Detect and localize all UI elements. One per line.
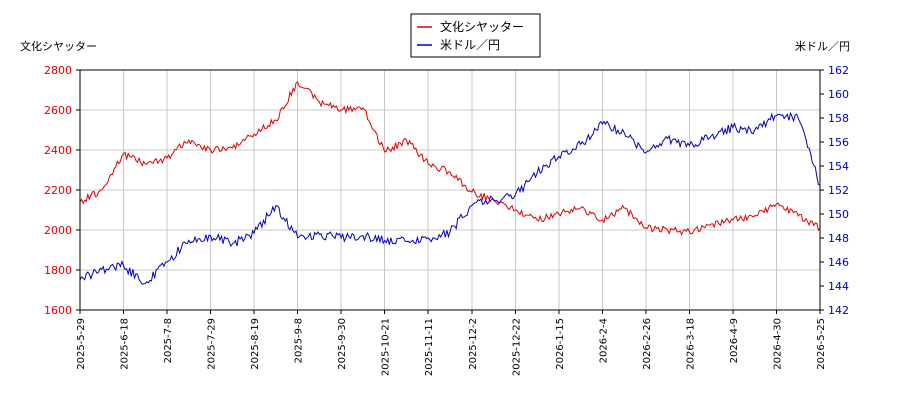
- right-axis-title: 米ドル／円: [795, 40, 850, 53]
- x-tick-label: 2026-4-9: [729, 318, 740, 363]
- right-tick-label: 152: [828, 184, 849, 197]
- right-tick-label: 156: [828, 136, 849, 149]
- left-tick-label: 1800: [44, 264, 72, 277]
- x-tick-label: 2025-9-8: [294, 318, 305, 363]
- x-tick-label: 2026-3-18: [685, 318, 696, 370]
- x-tick-label: 2026-2-4: [598, 318, 609, 363]
- x-tick-label: 2025-6-18: [120, 318, 131, 370]
- left-tick-label: 1600: [44, 304, 72, 317]
- x-tick-label: 2026-5-25: [816, 318, 827, 370]
- right-tick-label: 142: [828, 304, 849, 317]
- plot-frame: [79, 69, 821, 311]
- x-tick-label: 2025-9-30: [337, 318, 348, 370]
- x-tick-label: 2025-7-29: [207, 318, 218, 370]
- x-tick-label: 2025-11-11: [424, 318, 435, 376]
- right-tick-label: 148: [828, 232, 849, 245]
- x-tick-label: 2025-12-2: [468, 318, 479, 370]
- left-tick-label: 2400: [44, 144, 72, 157]
- left-axis-title: 文化シヤッター: [20, 39, 97, 53]
- left-tick-label: 2800: [44, 64, 72, 77]
- series-line: [79, 111, 821, 285]
- left-tick-label: 2000: [44, 224, 72, 237]
- left-tick-label: 2200: [44, 184, 72, 197]
- legend-label-left: 文化シヤッター: [440, 19, 524, 34]
- right-tick-label: 162: [828, 64, 849, 77]
- legend: 文化シヤッター 米ドル／円: [410, 13, 541, 58]
- x-tick-label: 2026-4-30: [772, 318, 783, 370]
- legend-label-right: 米ドル／円: [440, 38, 500, 52]
- right-tick-label: 144: [828, 280, 849, 293]
- right-tick-label: 160: [828, 88, 849, 101]
- x-tick-label: 2025-7-8: [163, 318, 174, 363]
- legend-box: [410, 13, 541, 58]
- x-tick-label: 2026-2-26: [642, 318, 653, 370]
- series-lines: [79, 81, 821, 285]
- x-tick-label: 2026-1-15: [555, 318, 566, 370]
- series-line: [79, 81, 821, 236]
- axes: 1600 1800 2000 2200 2400 2600 2800 142 144 146 148…: [44, 64, 849, 376]
- right-tick-label: 150: [828, 208, 849, 221]
- right-tick-label: 146: [828, 256, 849, 269]
- left-tick-label: 2600: [44, 104, 72, 117]
- x-tick-label: 2025-8-19: [250, 318, 261, 370]
- x-tick-label: 2025-5-29: [76, 318, 87, 370]
- x-tick-label: 2025-10-21: [381, 318, 392, 376]
- x-tick-label: 2025-12-22: [511, 318, 522, 376]
- right-tick-label: 158: [828, 112, 849, 125]
- right-tick-label: 154: [828, 160, 849, 173]
